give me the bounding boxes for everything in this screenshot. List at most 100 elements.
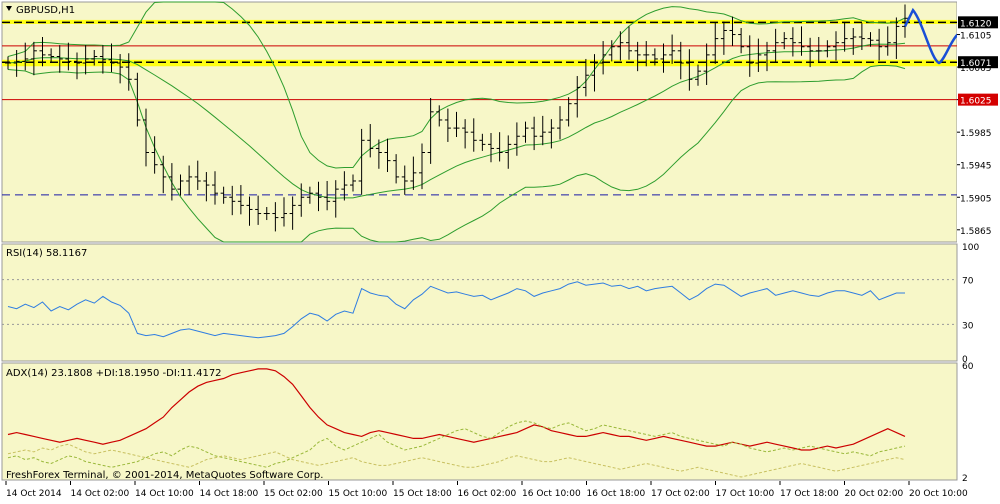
price-bar[interactable] [48,48,55,64]
price-bar[interactable] [720,21,727,55]
price-bar[interactable] [488,132,494,163]
price-bar[interactable] [462,119,469,149]
price-bar[interactable] [229,185,236,216]
price-bar[interactable] [884,26,891,56]
price-bar[interactable] [315,181,322,212]
price-bar[interactable] [772,28,779,63]
price-bar[interactable] [332,180,339,218]
price-bar[interactable] [237,185,244,215]
price-bar[interactable] [410,156,417,190]
price-bar[interactable] [669,34,676,64]
price-bar[interactable] [764,41,770,72]
price-bar[interactable] [858,23,865,50]
price-bar[interactable] [712,22,719,64]
price-bar[interactable] [833,31,839,61]
price-bar[interactable] [186,165,193,195]
price-bar[interactable] [151,136,158,174]
price-bar[interactable] [177,174,184,196]
price-bar[interactable] [117,54,124,84]
price-bar[interactable] [30,41,37,76]
dropdown-triangle-icon[interactable] [6,6,12,11]
price-bar[interactable] [306,186,313,204]
price-bar[interactable] [505,135,512,169]
price-bar[interactable] [738,28,745,54]
price-bar[interactable] [634,41,641,72]
price-bar[interactable] [281,197,287,227]
price-bar[interactable] [427,98,434,164]
price-bar[interactable] [841,22,848,52]
price-bar[interactable] [789,27,796,57]
price-bar[interactable] [695,64,701,86]
price-bar[interactable] [289,196,296,230]
price-bar[interactable] [815,36,822,63]
price-bar[interactable] [600,41,607,75]
price-bar[interactable] [324,180,331,211]
rsi-panel[interactable]: 100 70 30 0 RSI(14) 58.1167 [1,243,979,365]
price-bar[interactable] [539,115,546,146]
price-bar[interactable] [643,41,650,67]
price-bar[interactable] [91,50,98,66]
support-resistance-zone[interactable] [2,59,957,67]
price-bar[interactable] [134,72,141,127]
price-bar[interactable] [582,58,589,97]
price-bar[interactable] [272,202,279,232]
price-bar[interactable] [194,160,201,190]
price-bar[interactable] [893,17,900,59]
price-bar[interactable] [626,26,632,60]
price-bar[interactable] [591,54,598,92]
price-bar[interactable] [574,76,581,118]
price-bar[interactable] [565,97,572,127]
price-bar[interactable] [867,32,874,47]
price-bar[interactable] [99,45,106,74]
price-bar[interactable] [125,53,132,91]
price-bar[interactable] [168,163,175,201]
price-bar[interactable] [384,138,391,173]
price-bar[interactable] [470,118,477,152]
price-bar[interactable] [660,43,667,73]
price-bar[interactable] [203,172,210,202]
price-bar[interactable] [729,16,736,46]
price-bar[interactable] [160,155,167,194]
price-bar[interactable] [608,40,615,62]
price-bar[interactable] [824,40,831,58]
price-bar[interactable] [557,106,563,140]
adx-panel[interactable]: 60 2 ADX(14) 23.1808 +DI:18.1950 -DI:11.4… [1,362,974,484]
price-bar[interactable] [807,37,814,68]
price-bar[interactable] [74,52,80,80]
price-bar[interactable] [367,124,374,158]
price-bar[interactable] [617,31,624,61]
price-bar[interactable] [453,111,460,138]
price-bar[interactable] [401,165,408,195]
price-bar[interactable] [108,43,115,72]
price-bar[interactable] [902,4,908,38]
price-bar[interactable] [375,139,382,169]
price-bar[interactable] [263,207,270,221]
price-bar[interactable] [798,26,805,56]
price-bar[interactable] [436,105,443,127]
price-bar[interactable] [746,35,753,77]
price-bar[interactable] [393,154,400,184]
price-bar[interactable] [13,50,20,77]
price-bar[interactable] [703,43,710,85]
price-bar[interactable] [341,171,348,201]
price-bar[interactable] [82,45,89,75]
price-bar[interactable] [358,128,365,195]
price-bar[interactable] [39,36,46,67]
price-bar[interactable] [531,116,538,151]
price-bar[interactable] [677,41,684,80]
price-bar[interactable] [212,171,218,205]
price-bar[interactable] [444,108,451,142]
price-bar[interactable] [246,196,253,226]
price-bar[interactable] [876,28,883,61]
price-bar[interactable] [496,132,503,162]
price-bar[interactable] [5,56,11,70]
price-bar[interactable] [513,122,520,156]
price-bar[interactable] [850,28,857,55]
price-bar[interactable] [522,121,529,143]
price-bar[interactable] [298,183,305,217]
price-bar[interactable] [255,195,262,225]
price-bar[interactable] [781,32,788,50]
